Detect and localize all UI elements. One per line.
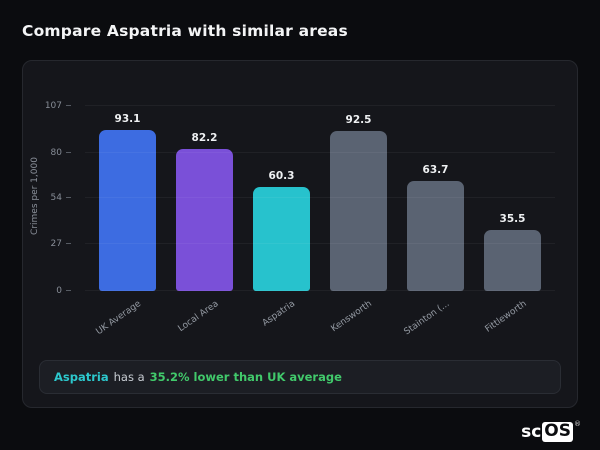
x-tick-label: Aspatria xyxy=(260,299,298,329)
note-stat-text: 35.2% lower than UK average xyxy=(149,370,342,384)
bar-aspatria[interactable] xyxy=(253,186,310,291)
x-tick-label: Kensworth xyxy=(329,299,375,335)
x-tick-label: Local Area xyxy=(176,299,221,335)
bar-value-label: 93.1 xyxy=(114,113,141,126)
y-axis: 0 27 54 80 107 xyxy=(23,101,79,296)
x-tick-label: Stainton (... xyxy=(402,299,452,338)
gridline xyxy=(85,105,555,106)
bar-column: 35.5 Fittleworth xyxy=(483,106,541,335)
gridline xyxy=(85,243,555,245)
registered-trademark-icon: ® xyxy=(574,420,581,428)
x-tick-label: UK Average xyxy=(94,299,144,338)
bar-value-label: 35.5 xyxy=(499,212,526,225)
bar-column: 92.5 Kensworth xyxy=(330,106,387,334)
bar-uk-average[interactable] xyxy=(99,130,156,291)
bar-value-label: 82.2 xyxy=(191,131,218,144)
gridline xyxy=(85,196,555,198)
bars: 93.1 UK Average 82.2 Local Area 60.3 Aspatria… xyxy=(85,106,555,337)
logo-prefix: sc xyxy=(521,422,542,442)
bar-local-area[interactable] xyxy=(176,148,233,291)
note-area-name: Aspatria xyxy=(54,370,109,384)
bar-fittleworth[interactable] xyxy=(484,229,541,291)
bar-column: 63.7 Stainton (... xyxy=(402,106,464,337)
bar-value-label: 60.3 xyxy=(268,169,295,182)
bar-column: 93.1 UK Average xyxy=(95,106,156,337)
note-connector-text: has a xyxy=(113,370,145,384)
y-tick-label: 0 xyxy=(56,286,71,296)
chart-card: Crimes per 1,000 0 27 54 80 107 93.1 UK Avera… xyxy=(22,60,578,408)
bar-stainton[interactable] xyxy=(407,180,464,291)
y-tick-label: 107 xyxy=(45,101,71,111)
bar-kensworth[interactable] xyxy=(330,131,387,291)
comparison-note: Aspatria has a 35.2% lower than UK avera… xyxy=(39,360,561,394)
bar-value-label: 63.7 xyxy=(422,163,449,176)
plot-area: 93.1 UK Average 82.2 Local Area 60.3 Aspatria… xyxy=(85,105,555,337)
bar-column: 60.3 Aspatria xyxy=(253,106,310,329)
gridline xyxy=(85,151,555,153)
page-title: Compare Aspatria with similar areas xyxy=(22,22,348,40)
y-tick-label: 80 xyxy=(51,148,71,158)
logo-suffix: OS xyxy=(542,421,573,442)
bar-value-label: 92.5 xyxy=(345,114,372,127)
scos-logo: sc OS ® xyxy=(521,420,581,442)
x-tick-label: Fittleworth xyxy=(483,299,529,335)
gridline xyxy=(85,290,555,291)
bar-column: 82.2 Local Area xyxy=(176,106,233,334)
y-tick-label: 54 xyxy=(51,193,71,203)
y-tick-label: 27 xyxy=(51,239,71,249)
